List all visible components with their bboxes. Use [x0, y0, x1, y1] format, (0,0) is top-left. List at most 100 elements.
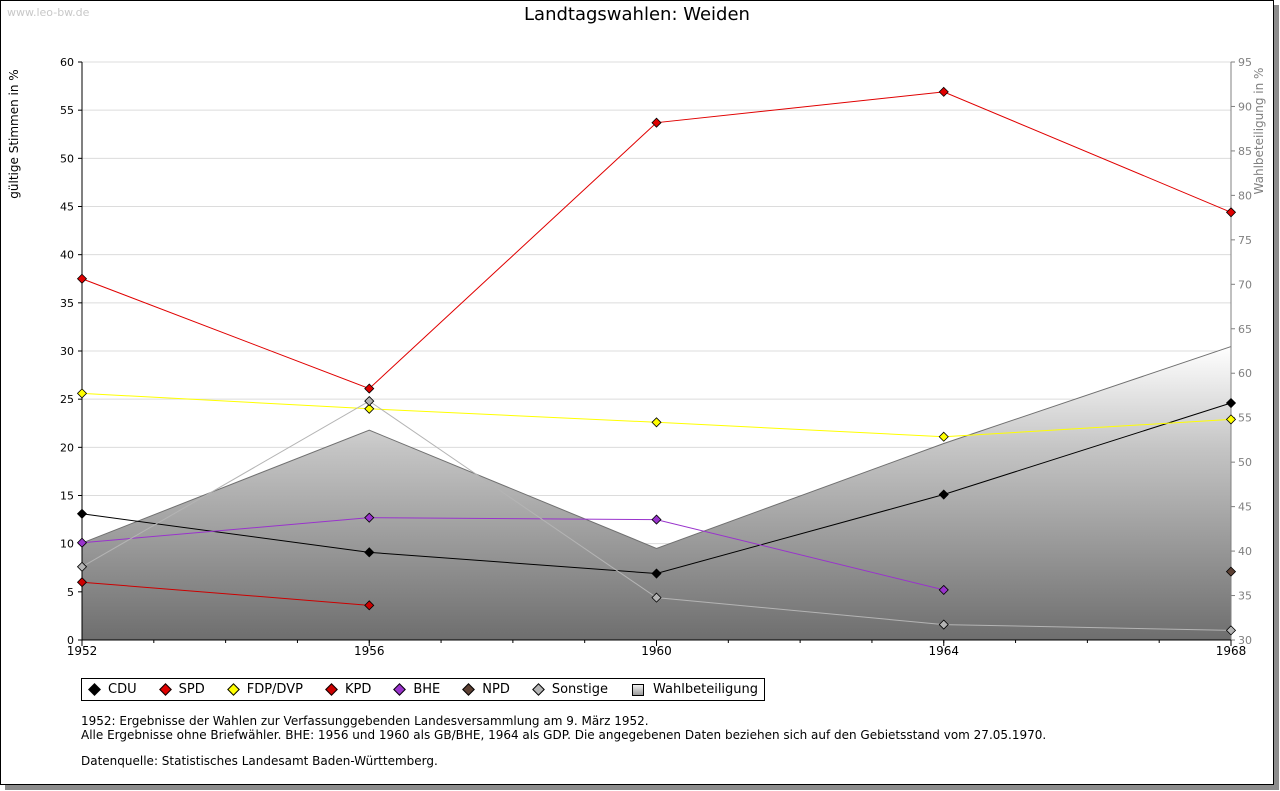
y2-tick-label: 50 — [1238, 456, 1252, 469]
x-tick-label: 1956 — [354, 644, 385, 658]
watermark: www.leo-bw.de — [7, 6, 90, 19]
y-tick-label: 5 — [67, 586, 74, 599]
data-point-kpd — [76, 577, 88, 588]
legend-symbol — [325, 683, 338, 696]
data-point-fdp-dvp — [651, 417, 662, 428]
x-tick-label: 1952 — [67, 644, 98, 658]
legend-label: CDU — [108, 682, 137, 697]
y2-tick-label: 45 — [1238, 501, 1252, 514]
data-point-spd — [1225, 207, 1237, 218]
y2-tick-label: 80 — [1238, 189, 1252, 202]
data-point-spd — [76, 273, 88, 284]
y-tick-label: 35 — [60, 297, 74, 310]
data-point-fdp-dvp — [1225, 414, 1237, 425]
legend-label: Wahlbeteiligung — [653, 682, 759, 697]
data-source: Datenquelle: Statistisches Landesamt Bad… — [81, 754, 438, 768]
data-point-sonstige — [76, 561, 88, 572]
y-tick-label: 20 — [60, 441, 74, 454]
legend-symbol — [531, 683, 545, 696]
data-point-cdu — [76, 508, 88, 519]
data-point-spd — [938, 86, 949, 97]
series-area-line-wahlbeteiligung — [81, 346, 1232, 549]
data-point-spd — [651, 117, 662, 128]
data-point-cdu — [651, 568, 662, 579]
axes: 0 5 10 15 20 25 30 35 40 45 50 55 60 30 35 40 45 50 55 60 65… — [60, 56, 1252, 658]
legend-symbol — [88, 683, 101, 696]
series-area-wahlbeteiligung — [82, 346, 1231, 640]
legend-item-sonstige: Sonstige — [531, 682, 609, 697]
data-point-npd — [1225, 566, 1237, 577]
note-line-1: 1952: Ergebnisse der Wahlen zur Verfassu… — [81, 714, 649, 728]
x-tick-label: 1964 — [928, 644, 959, 658]
chart-svg: 0 5 10 15 20 25 30 35 40 45 50 55 60 30 35 40 45 50 55 60 65… — [7, 56, 1266, 658]
data-point-bhe — [938, 584, 949, 595]
x-tick-label: 1968 — [1216, 644, 1247, 658]
legend-item-spd: SPD — [158, 682, 205, 697]
legend-symbol — [393, 683, 407, 696]
y2-axis-label: Wahlbeteiligung in % — [1252, 68, 1266, 195]
legend-label: KPD — [344, 682, 372, 697]
data-point-sonstige — [1225, 625, 1237, 636]
legend-label: FDP/DVP — [246, 682, 303, 697]
legend-item-kpd: KPD — [325, 682, 372, 697]
legend-item-npd: NPD — [462, 682, 510, 697]
data-point-kpd — [364, 600, 375, 611]
y2-tick-label: 55 — [1238, 412, 1252, 425]
y-tick-label: 10 — [60, 538, 74, 551]
data-point-cdu — [364, 547, 375, 558]
legend-label: SPD — [178, 682, 205, 697]
legend-label: BHE — [413, 682, 441, 697]
data-point-fdp-dvp — [76, 388, 88, 399]
legend-symbol — [462, 683, 476, 696]
legend-symbol — [226, 683, 240, 696]
data-point-sonstige — [651, 592, 662, 603]
y-tick-label: 40 — [60, 249, 74, 262]
y-tick-label: 45 — [60, 201, 74, 214]
legend-label: Sonstige — [551, 682, 609, 697]
legend-symbol — [632, 683, 645, 696]
y-tick-label: 15 — [60, 490, 74, 503]
turnout-area — [81, 346, 1232, 640]
data-point-fdp-dvp — [938, 431, 949, 442]
legend-item-fdp-dvp: FDP/DVP — [226, 682, 303, 697]
y-tick-label: 50 — [60, 152, 74, 165]
series-points — [76, 86, 1237, 636]
y-tick-label: 55 — [60, 104, 74, 117]
y2-tick-label: 60 — [1238, 367, 1252, 380]
legend-symbol — [158, 683, 172, 696]
y2-tick-label: 75 — [1238, 234, 1252, 247]
series-line-kpd — [81, 581, 370, 606]
y2-tick-label: 85 — [1238, 145, 1252, 158]
legend-item-bhe: BHE — [393, 682, 441, 697]
y-tick-label: 30 — [60, 345, 74, 358]
data-point-cdu — [938, 489, 949, 500]
x-tick-label: 1960 — [641, 644, 672, 658]
data-point-sonstige — [364, 396, 375, 407]
y2-tick-label: 90 — [1238, 100, 1252, 113]
y2-tick-label: 95 — [1238, 56, 1252, 69]
data-point-cdu — [1225, 397, 1237, 409]
data-point-bhe — [364, 512, 375, 523]
legend-item-cdu: CDU — [88, 682, 137, 697]
y2-tick-label: 35 — [1238, 590, 1252, 603]
data-point-fdp-dvp — [364, 403, 375, 414]
data-point-spd — [364, 383, 375, 394]
series-line-bhe — [81, 517, 944, 591]
legend-item-wahlbeteiligung: Wahlbeteiligung — [632, 682, 758, 697]
note-line-2: Alle Ergebnisse ohne Briefwähler. BHE: 1… — [81, 728, 1047, 742]
data-point-bhe — [76, 537, 88, 548]
data-point-bhe — [651, 514, 662, 525]
y2-tick-label: 40 — [1238, 545, 1252, 558]
chart-title: Landtagswahlen: Weiden — [524, 4, 750, 25]
legend-label: NPD — [482, 682, 510, 697]
y-tick-label: 25 — [60, 393, 74, 406]
y-tick-label: 60 — [60, 56, 74, 69]
series-line-spd — [81, 91, 1232, 390]
y2-tick-label: 65 — [1238, 323, 1252, 336]
y2-tick-label: 70 — [1238, 278, 1252, 291]
y2-tick-label: 30 — [1238, 634, 1252, 647]
y-tick-label: 0 — [67, 634, 74, 647]
data-point-sonstige — [938, 619, 949, 630]
y-axis-label: gültige Stimmen in % — [7, 69, 21, 198]
